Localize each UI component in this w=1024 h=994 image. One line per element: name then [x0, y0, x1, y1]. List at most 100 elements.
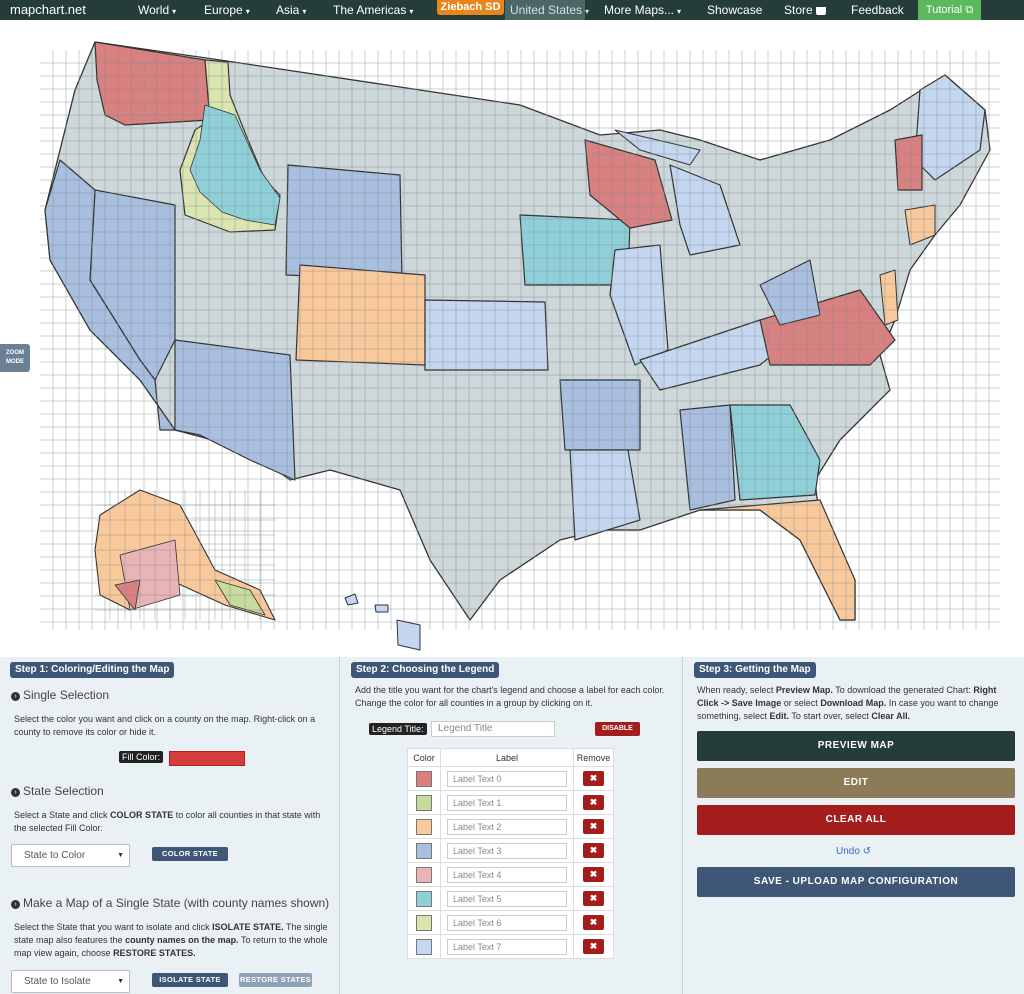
map-alaska-green[interactable]	[214, 579, 266, 616]
clear-all-button[interactable]: CLEAR ALL	[697, 805, 1015, 835]
remove-icon[interactable]: ✖	[583, 939, 604, 954]
disable-legend-button[interactable]: DISABLE	[595, 722, 640, 736]
preview-map-button[interactable]: PREVIEW MAP	[697, 731, 1015, 761]
legend-color-swatch[interactable]	[416, 842, 432, 859]
nav-showcase[interactable]: Showcase	[707, 3, 763, 17]
chevron-down-icon: ▾	[302, 7, 307, 16]
s3-t9: To start over, select	[789, 711, 872, 721]
map-state-washington[interactable]	[94, 41, 211, 126]
map-state-georgia[interactable]	[729, 404, 821, 501]
chevron-down-icon: ▾	[245, 7, 250, 16]
remove-icon[interactable]: ✖	[583, 867, 604, 882]
map-state-new-jersey[interactable]	[904, 204, 936, 246]
map-hawaii-oahu[interactable]	[374, 604, 389, 613]
zoom-mode-button[interactable]: ZOOM MODE	[0, 344, 30, 372]
legend-label-input[interactable]: Label Text 3	[447, 842, 567, 859]
map-state-michigan[interactable]	[669, 164, 741, 256]
nav-united-states[interactable]: United States ▾	[510, 3, 589, 17]
legend-label-input[interactable]: Label Text 7	[447, 938, 567, 955]
legend-color-swatch[interactable]	[416, 770, 432, 787]
col-label-header: Label	[440, 748, 574, 767]
undo-link[interactable]: Undo ↺	[836, 846, 872, 857]
fill-color-picker[interactable]	[169, 751, 245, 766]
remove-icon[interactable]: ✖	[583, 819, 604, 834]
save-upload-config-button[interactable]: SAVE - UPLOAD MAP CONFIGURATION	[697, 867, 1015, 897]
nav-feedback[interactable]: Feedback	[851, 3, 904, 17]
legend-table: Color Label Remove Label Text 0 ✖ Label Te…	[407, 748, 614, 959]
map-hawaii-kauai[interactable]	[344, 593, 359, 606]
iso-text-f: RESTORE STATES.	[113, 948, 196, 958]
state-text-b: COLOR STATE	[110, 810, 174, 820]
isolate-state-button[interactable]: ISOLATE STATE	[152, 973, 228, 987]
restore-states-button[interactable]: RESTORE STATES	[239, 973, 312, 987]
legend-color-swatch[interactable]	[416, 938, 432, 955]
step3-instructions: When ready, select Preview Map. To downl…	[697, 684, 1015, 723]
iso-text-c: The single state map also features the	[14, 922, 328, 945]
nav-asia[interactable]: Asia ▾	[276, 3, 306, 17]
legend-label-cell: Label Text 5	[440, 886, 574, 911]
legend-color-cell	[407, 790, 441, 815]
legend-row: Label Text 5 ✖	[407, 886, 614, 911]
legend-color-cell	[407, 814, 441, 839]
legend-label-input[interactable]: Label Text 4	[447, 866, 567, 883]
single-selection-heading: › Single Selection	[11, 688, 109, 702]
nav-world[interactable]: World ▾	[138, 3, 176, 17]
remove-icon[interactable]: ✖	[583, 843, 604, 858]
tutorial-button[interactable]: Tutorial ⧉	[918, 0, 981, 20]
legend-color-swatch[interactable]	[416, 794, 432, 811]
chevron-down-icon: ▾	[172, 7, 177, 16]
legend-color-swatch[interactable]	[416, 818, 432, 835]
remove-icon[interactable]: ✖	[583, 915, 604, 930]
map-state-arkansas[interactable]	[559, 379, 641, 451]
us-county-map[interactable]	[0, 20, 1024, 657]
color-state-button[interactable]: COLOR STATE	[152, 847, 228, 861]
nav-americas[interactable]: The Americas ▾	[333, 3, 413, 17]
nav-europe[interactable]: Europe ▾	[204, 3, 250, 17]
legend-label-input[interactable]: Label Text 0	[447, 770, 567, 787]
single-state-text: Select the State that you want to isolat…	[14, 921, 329, 960]
nav-more-maps[interactable]: More Maps... ▾	[604, 3, 681, 17]
legend-label-input[interactable]: Label Text 2	[447, 818, 567, 835]
map-state-louisiana[interactable]	[569, 449, 641, 541]
legend-title-label: Legend Title:	[369, 723, 427, 735]
legend-color-swatch[interactable]	[416, 914, 432, 931]
state-to-isolate-select[interactable]: State to Isolate ▼	[11, 970, 130, 993]
legend-label-input[interactable]: Label Text 5	[447, 890, 567, 907]
map-state-wyoming[interactable]	[285, 164, 403, 281]
legend-label-input[interactable]: Label Text 6	[447, 914, 567, 931]
s3-t4: Right Click -> Save Image	[697, 685, 997, 708]
remove-icon[interactable]: ✖	[583, 771, 604, 786]
brand-logo[interactable]: mapchart.net	[10, 2, 86, 17]
legend-row: Label Text 6 ✖	[407, 910, 614, 935]
state-to-color-select[interactable]: State to Color ▼	[11, 844, 130, 867]
map-state-vermont[interactable]	[894, 134, 923, 191]
legend-color-swatch[interactable]	[416, 890, 432, 907]
s3-t1: When ready, select	[697, 685, 776, 695]
remove-icon[interactable]: ✖	[583, 795, 604, 810]
legend-table-header: Color Label Remove	[407, 748, 614, 767]
map-state-alabama[interactable]	[679, 404, 736, 511]
us-county-map-area[interactable]: ZOOM MODE	[0, 20, 1024, 657]
legend-title-input[interactable]: Legend Title	[431, 721, 555, 737]
nav-store[interactable]: Store	[784, 3, 827, 17]
remove-icon[interactable]: ✖	[583, 891, 604, 906]
legend-remove-cell: ✖	[573, 862, 614, 887]
s3-t3: To download the generated Chart:	[832, 685, 974, 695]
map-state-florida[interactable]	[699, 499, 856, 621]
legend-color-cell	[407, 934, 441, 959]
map-state-colorado[interactable]	[295, 264, 426, 366]
chevron-circle-icon: ›	[11, 788, 20, 797]
map-hawaii-big-island[interactable]	[396, 619, 421, 651]
edit-button[interactable]: EDIT	[697, 768, 1015, 798]
state-text-c: to color all counties in that state with…	[14, 810, 321, 833]
legend-label-input[interactable]: Label Text 1	[447, 794, 567, 811]
legend-color-cell	[407, 838, 441, 863]
county-hover-tooltip: Ziebach SD	[437, 0, 504, 15]
legend-color-swatch[interactable]	[416, 866, 432, 883]
legend-remove-cell: ✖	[573, 790, 614, 815]
map-state-kansas[interactable]	[424, 299, 549, 371]
map-state-california[interactable]	[44, 159, 176, 431]
legend-remove-cell: ✖	[573, 886, 614, 911]
map-state-virginia[interactable]	[759, 289, 896, 366]
